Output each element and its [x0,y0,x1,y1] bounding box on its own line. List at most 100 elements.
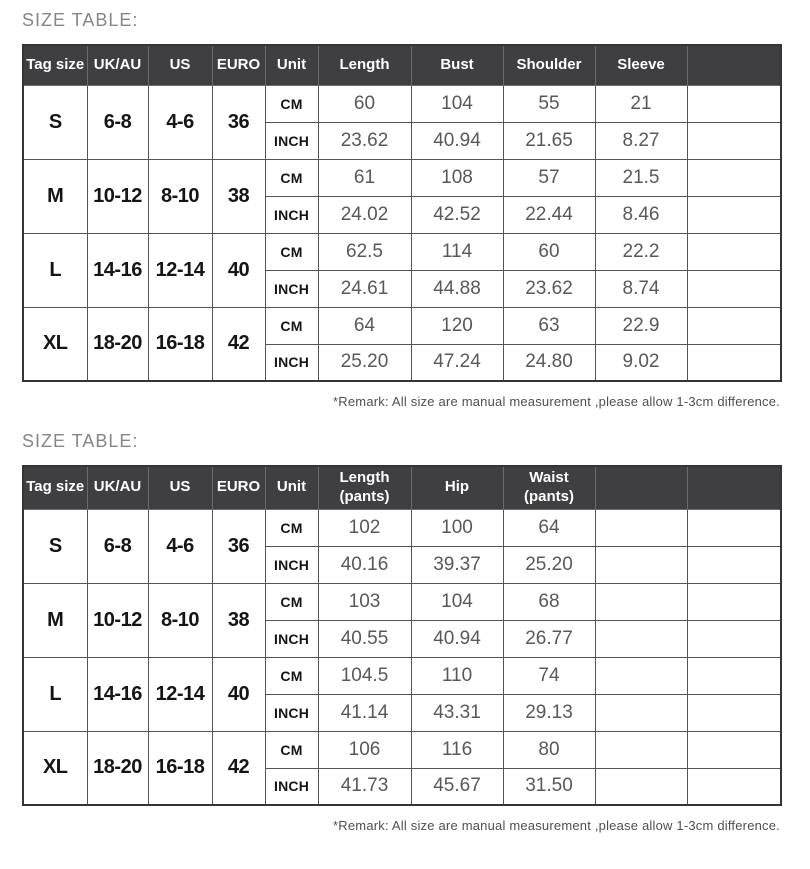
empty-cell [594,656,688,695]
us-cell: 4-6 [147,84,213,160]
row-xl-cm: XL 18-20 16-18 42 CM 64 120 63 22.9 [22,306,782,382]
measurement-value-cell: 21.65 [502,121,596,160]
size-table-section-bottom: SIZE TABLE: Tag size UK/AU US EURO Unit Lengt… [22,431,782,833]
unit-label-cell: INCH [264,619,319,658]
tag-size-cell: L [22,656,88,732]
us-cell: 16-18 [147,730,213,806]
row-s-cm: S 6-8 4-6 36 CM 102 100 64 [22,508,782,584]
euro-cell: 42 [211,306,266,382]
empty-cell [686,508,782,547]
measurement-value-cell: 40.94 [410,619,504,658]
uk-au-cell: 10-12 [86,582,149,658]
column-header-us: US [147,465,213,510]
us-cell: 16-18 [147,306,213,382]
measurement-value-cell: 61 [317,158,412,197]
measurement-value-cell: 64 [317,306,412,345]
measurement-value-cell: 103 [317,582,412,621]
measurement-value-cell: 116 [410,730,504,769]
measurement-value-cell: 100 [410,508,504,547]
size-table-section-top: SIZE TABLE: Tag size UK/AU US EURO Unit Lengt… [22,10,782,409]
measurement-value-cell: 55 [502,84,596,123]
euro-cell: 40 [211,232,266,308]
unit-label-cell: CM [264,158,319,197]
uk-au-cell: 6-8 [86,84,149,160]
row-xl-cm: XL 18-20 16-18 42 CM 106 116 80 [22,730,782,806]
measurement-value-cell: 23.62 [317,121,412,160]
euro-cell: 42 [211,730,266,806]
unit-label-cell: CM [264,582,319,621]
unit-label-cell: INCH [264,269,319,308]
unit-label-cell: CM [264,306,319,345]
empty-cell [686,767,782,806]
column-header-tag: Tag size [22,44,88,86]
column-header-hip: Hip [410,465,504,510]
measurement-value-cell: 22.9 [594,306,688,345]
column-header-sleeve: Sleeve [594,44,688,86]
unit-label-cell: INCH [264,121,319,160]
empty-cell [594,619,688,658]
measurement-value-cell: 114 [410,232,504,271]
tag-size-cell: L [22,232,88,308]
unit-label-cell: CM [264,656,319,695]
size-table-pants: Tag size UK/AU US EURO Unit Length (pants) Hip… [22,465,782,806]
row-l-cm: L 14-16 12-14 40 CM 104.5 110 74 [22,656,782,732]
tag-size-cell: S [22,508,88,584]
measurement-value-cell: 21 [594,84,688,123]
empty-cell [686,232,782,271]
row-m-inch: INCH 24.02 42.52 22.44 8.46 [23,195,782,234]
measurement-value-cell: 106 [317,730,412,769]
measurement-value-cell: 120 [410,306,504,345]
row-l-inch: INCH 24.61 44.88 23.62 8.74 [23,269,782,308]
column-header-euro: EURO [211,465,266,510]
column-header-empty [686,465,782,510]
empty-cell [686,121,782,160]
measurement-value-cell: 8.27 [594,121,688,160]
unit-label-cell: CM [264,232,319,271]
column-header-empty [594,465,688,510]
size-table-garment: Tag size UK/AU US EURO Unit Length Bust Shoulde… [22,44,782,382]
column-header-length: Length [317,44,412,86]
empty-cell [686,343,782,382]
column-header-us: US [147,44,213,86]
section-title: SIZE TABLE: [22,431,139,451]
row-m-inch: INCH 40.55 40.94 26.77 [23,619,782,658]
unit-label-cell: INCH [264,343,319,382]
uk-au-cell: 6-8 [86,508,149,584]
measurement-value-cell: 22.2 [594,232,688,271]
column-header-waist: Waist (pants) [502,465,596,510]
unit-label-cell: CM [264,508,319,547]
unit-label-cell: INCH [264,545,319,584]
empty-cell [594,693,688,732]
measurement-value-cell: 64 [502,508,596,547]
measurement-value-cell: 104 [410,84,504,123]
column-header-tag: Tag size [22,465,88,510]
measurement-value-cell: 25.20 [502,545,596,584]
measurement-value-cell: 39.37 [410,545,504,584]
measurement-value-cell: 43.31 [410,693,504,732]
empty-cell [686,269,782,308]
remark-note: *Remark: All size are manual measurement… [333,818,780,833]
measurement-value-cell: 21.5 [594,158,688,197]
measurement-value-cell: 60 [317,84,412,123]
us-cell: 4-6 [147,508,213,584]
uk-au-cell: 14-16 [86,656,149,732]
header-row: Tag size UK/AU US EURO Unit Length (pants) Hip… [22,465,782,510]
uk-au-cell: 14-16 [86,232,149,308]
empty-cell [686,656,782,695]
column-header-unit: Unit [264,465,319,510]
unit-label-cell: CM [264,730,319,769]
empty-cell [686,582,782,621]
measurement-value-cell: 104 [410,582,504,621]
euro-cell: 38 [211,158,266,234]
measurement-value-cell: 110 [410,656,504,695]
empty-cell [686,693,782,732]
euro-cell: 36 [211,508,266,584]
measurement-value-cell: 41.73 [317,767,412,806]
measurement-value-cell: 8.74 [594,269,688,308]
column-header-shoulder: Shoulder [502,44,596,86]
row-l-cm: L 14-16 12-14 40 CM 62.5 114 60 22.2 [22,232,782,308]
measurement-value-cell: 45.67 [410,767,504,806]
measurement-value-cell: 40.55 [317,619,412,658]
remark-note: *Remark: All size are manual measurement… [333,394,780,409]
